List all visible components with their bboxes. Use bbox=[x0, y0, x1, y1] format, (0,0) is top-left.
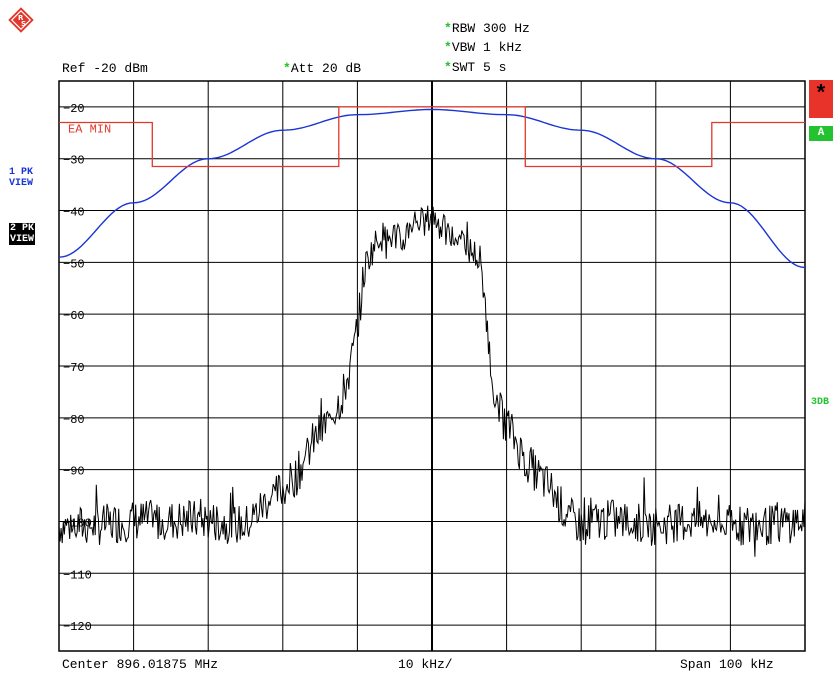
trace2-line bbox=[58, 205, 806, 557]
rbw-text: RBW 300 Hz bbox=[451, 21, 530, 36]
att-star: * bbox=[283, 61, 291, 76]
y-tick-label: −60 bbox=[63, 309, 85, 323]
attenuation-readout: *Att 20 dB bbox=[283, 62, 361, 76]
status-a-badge: A bbox=[809, 126, 833, 141]
trace1-label-line1: 1 PK bbox=[9, 167, 34, 178]
swt-readout: *SWT 5 s bbox=[444, 61, 506, 75]
span-label: Span 100 kHz bbox=[680, 657, 774, 672]
trace1-label: 1 PK VIEW bbox=[9, 167, 33, 189]
y-tick-label: −20 bbox=[63, 102, 85, 116]
swt-text: SWT 5 s bbox=[451, 60, 507, 75]
trace1-line bbox=[58, 108, 806, 269]
rbw-readout: *RBW 300 Hz bbox=[444, 22, 530, 36]
y-tick-label: −40 bbox=[63, 206, 85, 220]
status-3db-label: 3DB bbox=[811, 397, 830, 408]
y-tick-label: −70 bbox=[63, 361, 85, 375]
vbw-star: * bbox=[444, 40, 452, 55]
swt-star: * bbox=[444, 60, 452, 75]
att-text: Att 20 dB bbox=[290, 61, 362, 76]
y-tick-label: −110 bbox=[63, 568, 92, 582]
brand-logo: R S bbox=[8, 7, 34, 33]
vbw-readout: *VBW 1 kHz bbox=[444, 41, 522, 55]
y-tick-label: −50 bbox=[63, 257, 85, 271]
y-tick-label: −30 bbox=[63, 154, 85, 168]
y-tick-label: −120 bbox=[63, 620, 92, 634]
vbw-text: VBW 1 kHz bbox=[451, 40, 523, 55]
svg-text:S: S bbox=[21, 20, 26, 28]
trace1-label-line2: VIEW bbox=[9, 178, 34, 189]
limit-line-label: EA MIN bbox=[68, 122, 111, 136]
trace2-label-line2: VIEW bbox=[10, 234, 35, 245]
svg-text:R: R bbox=[18, 14, 24, 22]
status-star-badge: * bbox=[809, 80, 833, 118]
trace2-label: 2 PK VIEW bbox=[9, 223, 36, 245]
y-tick-label: −80 bbox=[63, 413, 85, 427]
y-tick-label: −90 bbox=[63, 465, 85, 479]
rbw-star: * bbox=[444, 21, 452, 36]
span-per-div-label: 10 kHz/ bbox=[398, 657, 453, 672]
center-frequency-label: Center 896.01875 MHz bbox=[62, 657, 219, 672]
trace2-label-line1: 2 PK bbox=[10, 223, 35, 234]
limit-line bbox=[59, 106, 805, 168]
ref-level: Ref -20 dBm bbox=[62, 61, 148, 76]
